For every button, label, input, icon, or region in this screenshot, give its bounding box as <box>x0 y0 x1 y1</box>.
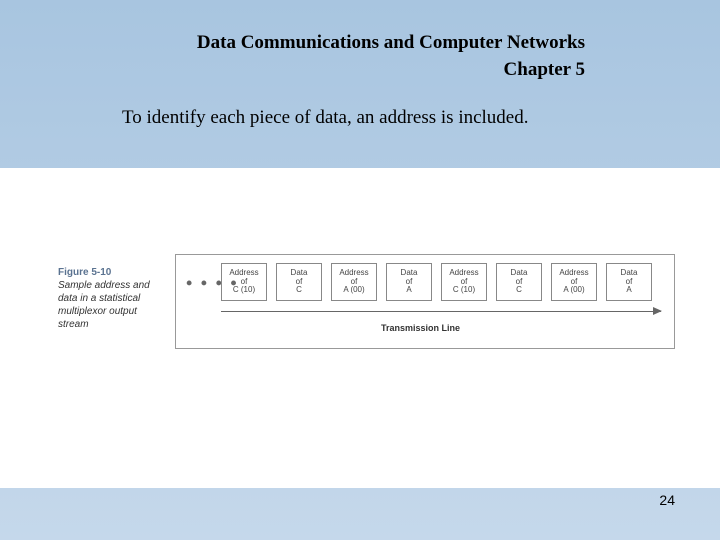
cell-text: A (00) <box>563 286 584 295</box>
cell-text: A <box>406 286 411 295</box>
figure-area: Figure 5-10 Sample address and data in a… <box>0 168 720 488</box>
cell-address-a: Address of A (00) <box>331 263 377 301</box>
chapter-label: Chapter 5 <box>0 59 585 81</box>
diagram-container: • • • • Address of C (10) Data of C Addr… <box>175 254 675 349</box>
data-cells-row: Address of C (10) Data of C Address of A… <box>221 263 652 301</box>
cell-text: A <box>626 286 631 295</box>
cell-data-c: Data of C <box>276 263 322 301</box>
arrow-line <box>221 311 661 312</box>
figure-number: Figure 5-10 <box>58 266 168 279</box>
transmission-line-label: Transmission Line <box>381 323 460 333</box>
cell-address-a: Address of A (00) <box>551 263 597 301</box>
cell-text: A (00) <box>343 286 364 295</box>
cell-data-a: Data of A <box>606 263 652 301</box>
cell-data-c: Data of C <box>496 263 542 301</box>
figure-description: Sample address and data in a statistical… <box>58 280 150 330</box>
page-number: 24 <box>659 492 675 508</box>
cell-text: C (10) <box>453 286 475 295</box>
arrow-head-icon <box>653 307 662 315</box>
cell-text: C <box>516 286 522 295</box>
course-title: Data Communications and Computer Network… <box>0 30 585 57</box>
figure-caption: Figure 5-10 Sample address and data in a… <box>58 266 168 331</box>
cell-address-c: Address of C (10) <box>221 263 267 301</box>
cell-data-a: Data of A <box>386 263 432 301</box>
body-text: To identify each piece of data, an addre… <box>0 81 720 129</box>
transmission-arrow <box>221 311 661 312</box>
cell-text: C (10) <box>233 286 255 295</box>
slide-header: Data Communications and Computer Network… <box>0 0 720 81</box>
cell-text: C <box>296 286 302 295</box>
cell-address-c: Address of C (10) <box>441 263 487 301</box>
